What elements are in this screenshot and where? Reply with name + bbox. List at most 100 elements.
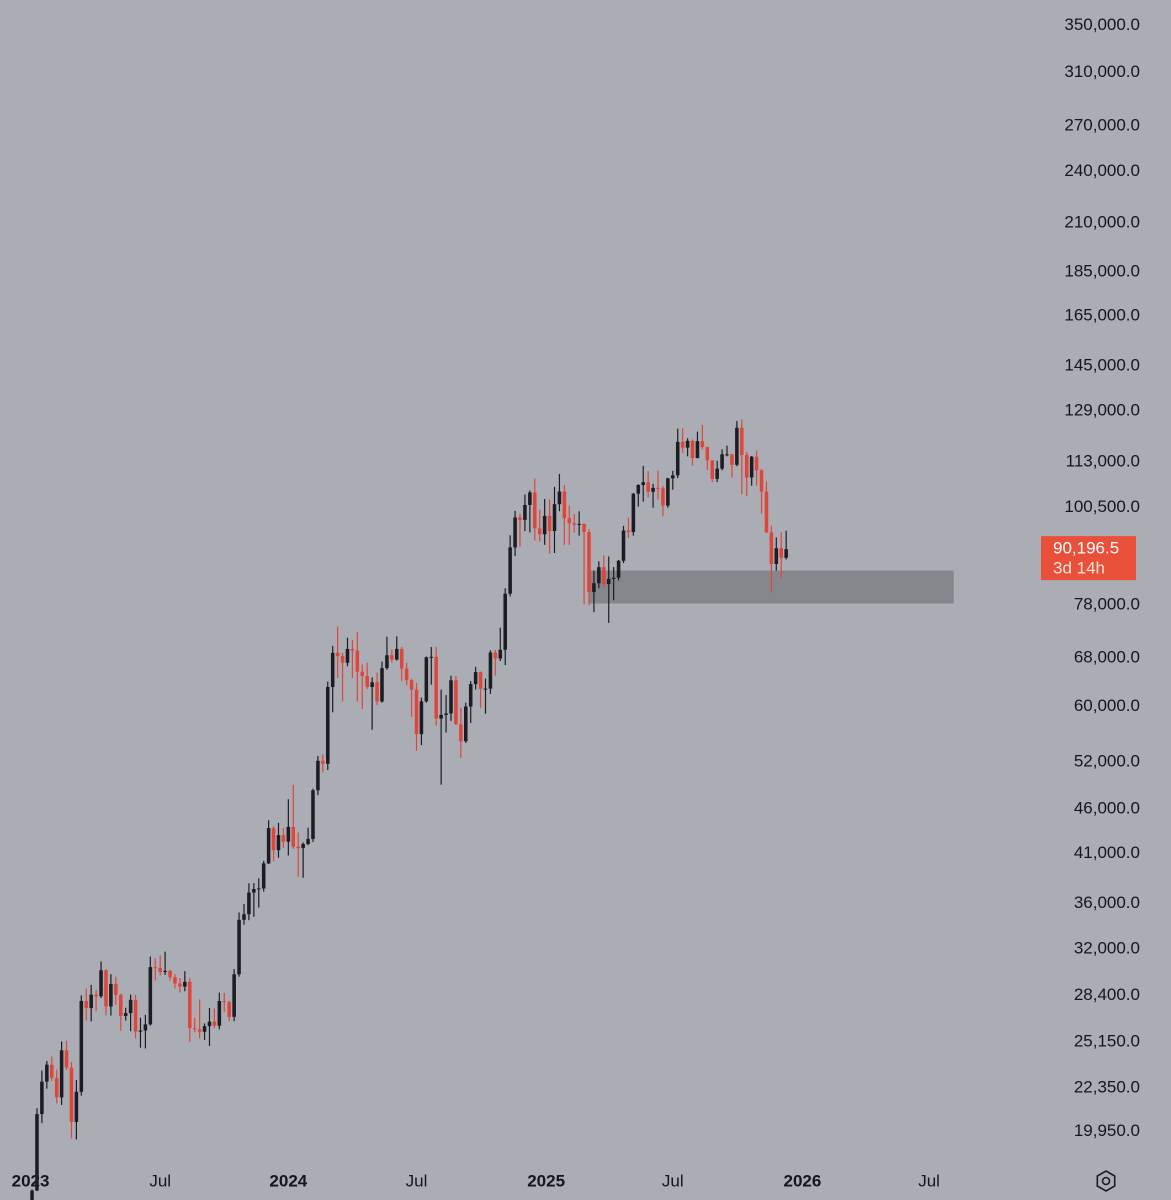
candle-body — [685, 440, 690, 448]
countdown-label: 3d 14h — [1053, 559, 1105, 578]
candle-body — [483, 688, 488, 690]
candle-body — [35, 1114, 39, 1191]
candle-body — [680, 441, 685, 448]
y-tick-label: 60,000.0 — [1074, 696, 1140, 715]
candle-body — [133, 999, 138, 1032]
candle-body — [582, 523, 586, 533]
candle-body — [611, 577, 616, 579]
y-tick-label: 32,000.0 — [1074, 939, 1140, 958]
candle-body — [335, 652, 340, 656]
candle-body — [473, 672, 478, 685]
candle-body — [552, 504, 557, 532]
candle-body — [375, 682, 379, 702]
candle-body — [178, 983, 182, 987]
candle-body — [114, 983, 118, 995]
candle-body — [217, 1001, 222, 1026]
candle-body — [419, 701, 424, 735]
candle-body — [646, 482, 650, 492]
candle-body — [330, 652, 335, 688]
y-tick-label: 68,000.0 — [1074, 648, 1140, 667]
candle-body — [488, 652, 493, 689]
candle-body — [493, 652, 498, 659]
candle-body — [523, 504, 527, 520]
candle-body — [513, 517, 517, 548]
y-tick-label: 129,000.0 — [1064, 400, 1140, 419]
y-tick-label: 25,150.0 — [1074, 1032, 1140, 1051]
candle-body — [123, 1013, 128, 1016]
candle-body — [54, 1077, 59, 1098]
candle-body — [74, 1091, 79, 1122]
candle-body — [518, 517, 522, 520]
candle-body — [138, 1030, 143, 1032]
x-tick-label: Jul — [662, 1171, 684, 1190]
candle-body — [587, 532, 591, 593]
y-tick-label: 78,000.0 — [1074, 595, 1140, 614]
candle-body — [562, 491, 567, 519]
candle-body — [109, 983, 113, 1007]
candle-body — [675, 441, 680, 476]
candle-body — [449, 680, 453, 714]
settings-circle — [1101, 1176, 1111, 1186]
candle-body — [89, 994, 93, 1009]
candle-body — [232, 974, 236, 1017]
candle-body — [621, 530, 626, 561]
candle-body — [631, 493, 636, 533]
candle-body — [104, 970, 108, 1007]
candle-body — [705, 447, 710, 461]
candle-body — [508, 547, 512, 594]
settings-icon[interactable] — [1096, 1170, 1116, 1192]
candle-body — [661, 488, 665, 506]
y-tick-label: 165,000.0 — [1064, 305, 1140, 324]
candle-body — [301, 843, 305, 849]
candle-body — [207, 1021, 212, 1027]
candle-body — [577, 523, 581, 525]
candle-body — [390, 655, 394, 660]
candle-body — [242, 914, 246, 920]
candle-body — [40, 1081, 44, 1115]
candle-body — [365, 675, 369, 687]
candle-body — [651, 487, 655, 492]
candle-body — [468, 684, 473, 707]
candle-body — [286, 826, 291, 842]
settings-hexagon — [1096, 1170, 1116, 1192]
candle-body — [197, 1029, 202, 1032]
candle-body — [202, 1026, 207, 1032]
candle-body — [715, 468, 719, 479]
candle-body — [424, 657, 429, 702]
candle-body — [64, 1050, 69, 1068]
candle-body — [700, 441, 705, 448]
candle-body — [69, 1067, 74, 1122]
candle-body — [690, 440, 695, 459]
candle-body — [148, 967, 153, 1025]
candle-body — [360, 671, 365, 676]
candle-body — [340, 655, 345, 663]
price-tag-label: 90,196.5 — [1053, 539, 1119, 558]
candle-body — [666, 478, 670, 506]
y-tick-label: 210,000.0 — [1064, 212, 1140, 231]
candle-body — [459, 724, 463, 742]
candle-body — [725, 454, 729, 456]
candle-body — [271, 828, 276, 851]
candle-body — [533, 492, 537, 529]
candle-body — [735, 427, 739, 465]
y-tick-label: 350,000.0 — [1064, 15, 1140, 34]
y-tick-label: 46,000.0 — [1074, 799, 1140, 818]
candle-body — [636, 484, 641, 494]
candle-body — [537, 528, 542, 535]
candle-body — [478, 672, 483, 689]
candle-body — [355, 650, 360, 672]
candle-body — [444, 713, 448, 715]
candle-body — [306, 838, 310, 844]
x-tick-label: 2023 — [12, 1171, 50, 1190]
y-tick-label: 28,400.0 — [1074, 985, 1140, 1004]
x-tick-label: Jul — [149, 1171, 171, 1190]
candle-body — [779, 548, 784, 558]
candle-body — [547, 515, 552, 532]
candle-body — [671, 475, 675, 479]
y-tick-label: 100,500.0 — [1064, 497, 1140, 516]
candle-body — [168, 970, 172, 978]
candle-body — [79, 1000, 84, 1092]
candle-body — [542, 515, 547, 535]
candle-body — [187, 981, 192, 1029]
candle-body — [380, 668, 384, 702]
